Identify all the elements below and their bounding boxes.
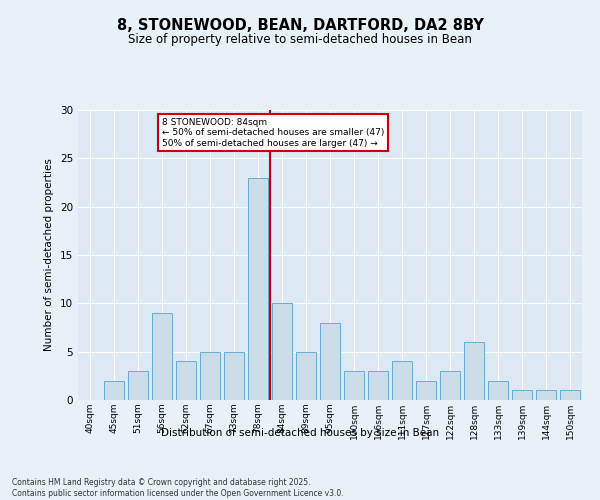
Bar — [488, 380, 508, 400]
Bar — [344, 371, 364, 400]
Bar — [416, 380, 436, 400]
Text: Contains HM Land Registry data © Crown copyright and database right 2025.
Contai: Contains HM Land Registry data © Crown c… — [12, 478, 344, 498]
Bar — [296, 352, 316, 400]
Bar — [512, 390, 532, 400]
Bar — [248, 178, 268, 400]
Text: 8, STONEWOOD, BEAN, DARTFORD, DA2 8BY: 8, STONEWOOD, BEAN, DARTFORD, DA2 8BY — [116, 18, 484, 32]
Text: 8 STONEWOOD: 84sqm
← 50% of semi-detached houses are smaller (47)
50% of semi-de: 8 STONEWOOD: 84sqm ← 50% of semi-detache… — [162, 118, 385, 148]
Bar — [104, 380, 124, 400]
Bar — [272, 304, 292, 400]
Bar — [320, 322, 340, 400]
Bar — [152, 313, 172, 400]
Y-axis label: Number of semi-detached properties: Number of semi-detached properties — [44, 158, 55, 352]
Text: Size of property relative to semi-detached houses in Bean: Size of property relative to semi-detach… — [128, 32, 472, 46]
Bar — [560, 390, 580, 400]
Bar — [536, 390, 556, 400]
Bar — [392, 362, 412, 400]
Text: Distribution of semi-detached houses by size in Bean: Distribution of semi-detached houses by … — [161, 428, 439, 438]
Bar — [224, 352, 244, 400]
Bar — [464, 342, 484, 400]
Bar — [128, 371, 148, 400]
Bar — [440, 371, 460, 400]
Bar — [200, 352, 220, 400]
Bar — [368, 371, 388, 400]
Bar — [176, 362, 196, 400]
